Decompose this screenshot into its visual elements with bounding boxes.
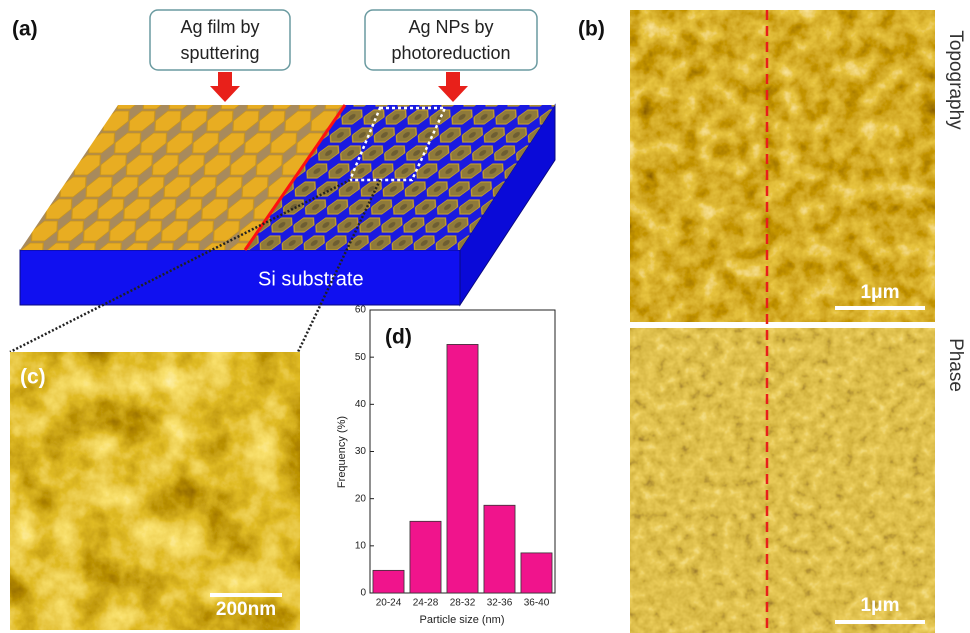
figure: (a) Ag film by sputtering Ag NPs by phot… [0,0,970,633]
x-tick-label: 28-32 [450,598,476,609]
scale-label: 200nm [216,599,276,620]
panel-label: (a) [12,18,38,41]
x-tick-label: 36-40 [524,598,550,609]
bar [447,344,478,593]
y-tick-label: 10 [355,540,367,551]
panel-label: (d) [385,326,412,349]
bar [373,570,404,593]
image-label: Topography [945,30,966,130]
phase-image [630,328,935,633]
x-tick-label: 32-36 [487,598,513,609]
y-tick-label: 20 [355,493,367,504]
afm-image [10,352,300,630]
callout-text: sputtering [180,43,259,63]
substrate-front [20,250,460,305]
scale-label: 1μm [860,282,899,303]
bar [484,505,515,593]
bar [521,553,552,593]
bar [410,521,441,593]
y-tick-label: 50 [355,352,367,363]
x-tick-label: 24-28 [413,598,439,609]
topography-image [630,10,935,322]
y-tick-label: 60 [355,305,367,316]
histogram: (d) Frequency (%) Particle size (nm) 0 10… [336,305,555,626]
scale-label: 1μm [860,595,899,616]
callout-text: Ag NPs by [408,17,493,37]
panel-label: (b) [578,18,605,41]
arrow [210,72,240,102]
y-tick-label: 40 [355,399,367,410]
panel-label: (c) [20,366,46,389]
y-tick-label: 30 [355,446,367,457]
image-label: Phase [945,338,966,392]
y-axis-label: Frequency (%) [336,416,348,488]
x-axis-label: Particle size (nm) [420,614,505,626]
y-tick-label: 0 [360,588,366,599]
callout-text: Ag film by [180,17,259,37]
callout-text: photoreduction [391,43,510,63]
substrate-label: Si substrate [258,268,364,290]
x-tick-label: 20-24 [376,598,402,609]
arrow [438,72,468,102]
